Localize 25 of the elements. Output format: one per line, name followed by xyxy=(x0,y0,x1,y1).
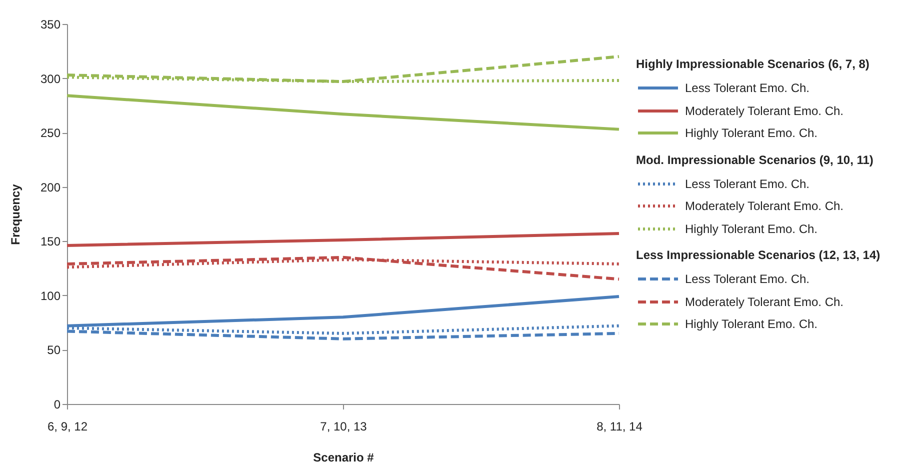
y-tick-label: 350 xyxy=(40,18,61,32)
y-tick-label: 200 xyxy=(40,180,61,194)
text: Mod. Impressionable Scenarios (9, 10, 11) xyxy=(636,152,874,166)
y-tick-label: 250 xyxy=(40,126,61,140)
legend-label: Highly Tolerant Emo. Ch. xyxy=(685,126,818,140)
legend-label: Moderately Tolerant Emo. Ch. xyxy=(685,294,844,309)
legend-label: Highly Tolerant Emo. Ch. xyxy=(685,317,818,332)
y-tick-label: 300 xyxy=(40,72,61,86)
y-tick-label: 100 xyxy=(40,288,61,303)
legend-label: Highly Tolerant Emo. Ch. xyxy=(685,222,818,236)
legend-label: Moderately Tolerant Emo. Ch. xyxy=(685,104,844,118)
legend-label: Moderately Tolerant Emo. Ch. xyxy=(685,199,844,214)
x-axis-title: Scenario # xyxy=(313,450,374,464)
y-tick-label: 0 xyxy=(54,398,61,412)
y-tick-label: 150 xyxy=(40,234,61,249)
legend-label: Less Tolerant Emo. Ch. xyxy=(685,272,810,286)
y-axis-title: Frequency xyxy=(8,184,22,245)
x-tick-label: 8, 11, 14 xyxy=(596,420,643,434)
text: Less Impressionable Scenarios (12, 13, 14) xyxy=(636,248,880,262)
x-tick-label: 7, 10, 13 xyxy=(320,420,368,434)
legend-label: Less Tolerant Emo. Ch. xyxy=(685,81,810,96)
text: Highly Impressionable Scenarios (6, 7, 8) xyxy=(636,57,870,71)
y-tick-label: 50 xyxy=(47,343,61,358)
x-tick-label: 6, 9, 12 xyxy=(47,420,88,434)
legend-label: Less Tolerant Emo. Ch. xyxy=(685,176,810,191)
